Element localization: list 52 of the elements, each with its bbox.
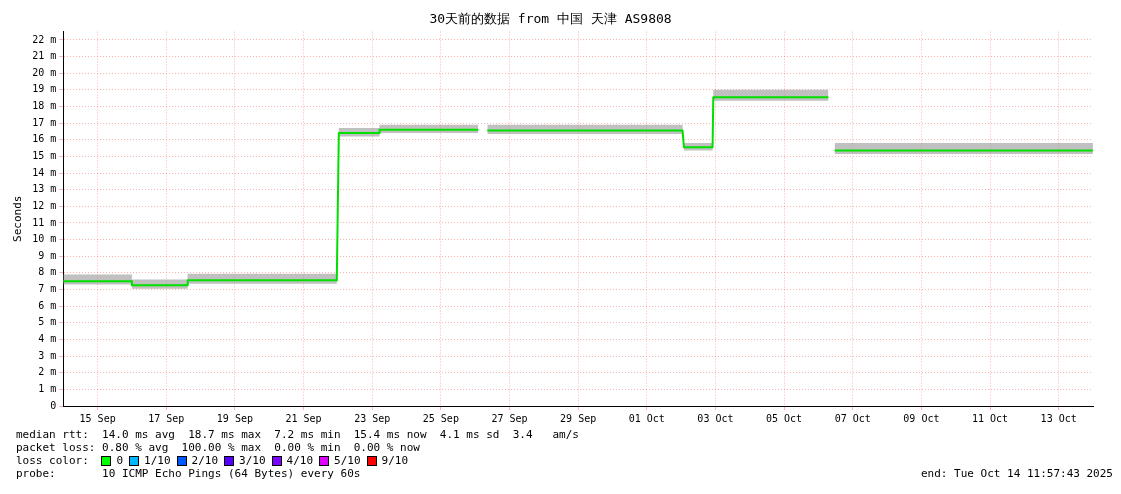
x-tick-label: 03 Oct [697, 412, 734, 424]
text: 4/10 [286, 454, 314, 467]
x-tick-label: 05 Oct [766, 412, 803, 424]
text: 9/10 [381, 454, 409, 467]
y-tick-label: 18 m [32, 100, 57, 112]
text: end: Tue Oct 14 11:57:43 2025 [920, 467, 1113, 480]
x-tick-label: 21 Sep [285, 412, 322, 424]
x-tick-label: 13 Oct [1040, 412, 1077, 424]
x-tick-label: 11 Oct [971, 412, 1009, 424]
y-tick-label: 6 m [38, 299, 57, 311]
text: 0 [116, 454, 124, 467]
x-tick-label: 07 Oct [834, 412, 871, 424]
y-tick-label: 17 m [32, 116, 57, 128]
x-tick-label: 23 Sep [354, 412, 391, 424]
x-tick-label: 09 Oct [903, 412, 940, 424]
x-tick-label: 17 Sep [148, 412, 185, 424]
y-axis-title: Seconds [11, 195, 25, 242]
y-tick-label: 21 m [32, 50, 57, 62]
y-tick-label: 0 [50, 399, 57, 411]
y-tick-label: 9 m [38, 249, 57, 261]
y-tick-label: 20 m [32, 66, 57, 78]
x-tick-label: 01 Oct [628, 412, 665, 424]
text: probe: 10 ICMP Echo Pings (64 Bytes) every 60s [16, 467, 361, 480]
x-tick-label: 29 Sep [560, 412, 597, 424]
y-tick-label: 15 m [32, 149, 57, 161]
y-tick-label: 22 m [32, 33, 57, 45]
y-tick-label: 12 m [32, 199, 57, 211]
y-tick-label: 14 m [32, 166, 57, 178]
y-tick-label: 1 m [38, 382, 57, 394]
y-tick-label: 7 m [38, 283, 57, 295]
text: 5/10 [334, 454, 361, 467]
y-tick-label: 11 m [32, 216, 57, 228]
x-tick-label: 27 Sep [491, 412, 528, 424]
text: packet loss: 0.80 % avg 100.00 % max 0.00 % min 0.00 % now [16, 441, 421, 454]
chart-title: 30天前的数据 from 中国 天津 AS9808 [429, 11, 672, 27]
y-tick-label: 19 m [32, 83, 57, 95]
y-tick-label: 10 m [32, 233, 57, 245]
y-tick-label: 2 m [38, 366, 57, 378]
y-tick-label: 4 m [38, 333, 57, 345]
text: median rtt: 14.0 ms avg 18.7 ms max 7.2 ms min 15.4 ms now 4.1 ms sd 3.4 am/s [16, 428, 580, 441]
y-tick-label: 16 m [32, 133, 57, 145]
text: loss color: [16, 454, 90, 467]
x-tick-label: 25 Sep [422, 412, 459, 424]
y-tick-label: 5 m [38, 316, 57, 328]
y-tick-label: 8 m [38, 266, 57, 278]
x-tick-label: 19 Sep [216, 412, 253, 424]
y-tick-label: 3 m [38, 349, 57, 361]
y-tick-label: 13 m [32, 183, 57, 195]
text: 2/10 [191, 454, 219, 467]
x-tick-label: 15 Sep [79, 412, 116, 424]
text: 1/10 [144, 454, 171, 467]
text: 3/10 [239, 454, 266, 467]
